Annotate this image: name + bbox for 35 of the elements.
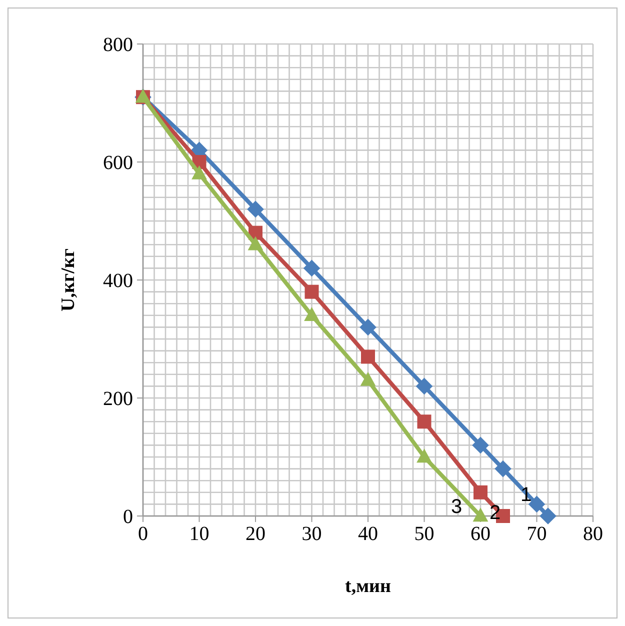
point (360, 372, 376, 386)
point (303, 260, 320, 277)
point (416, 378, 433, 395)
y-tick-label: 200 (103, 388, 133, 410)
point (474, 485, 488, 500)
y-tick-label: 800 (103, 34, 133, 56)
y-axis-title: U,кг/кг (58, 248, 79, 312)
point (360, 318, 376, 336)
y-tick-label: 600 (103, 152, 133, 174)
point (304, 307, 320, 321)
x-axis-title: t,мин (345, 576, 392, 597)
x-tick-label: 30 (302, 523, 322, 545)
series-label: 2 (489, 502, 501, 524)
point (248, 236, 264, 250)
x-tick-label: 20 (246, 523, 266, 545)
point (494, 460, 512, 478)
point (192, 165, 207, 180)
point (540, 508, 556, 524)
series-label: 3 (450, 496, 462, 518)
point (247, 200, 264, 218)
y-tick-label: 0 (123, 506, 133, 528)
point (361, 350, 375, 364)
x-tick-label: 10 (189, 523, 210, 545)
x-tick-label: 50 (414, 523, 434, 545)
point (417, 414, 432, 429)
y-tick-label: 400 (103, 270, 133, 292)
x-tick-label: 60 (470, 523, 490, 545)
x-tick-label: 0 (138, 523, 148, 545)
x-tick-label: 70 (526, 523, 547, 545)
point (304, 284, 319, 299)
point (472, 508, 488, 522)
x-tick-label: 40 (358, 523, 378, 545)
point (472, 436, 489, 454)
point (416, 448, 432, 463)
x-tick-label: 80 (583, 523, 603, 545)
